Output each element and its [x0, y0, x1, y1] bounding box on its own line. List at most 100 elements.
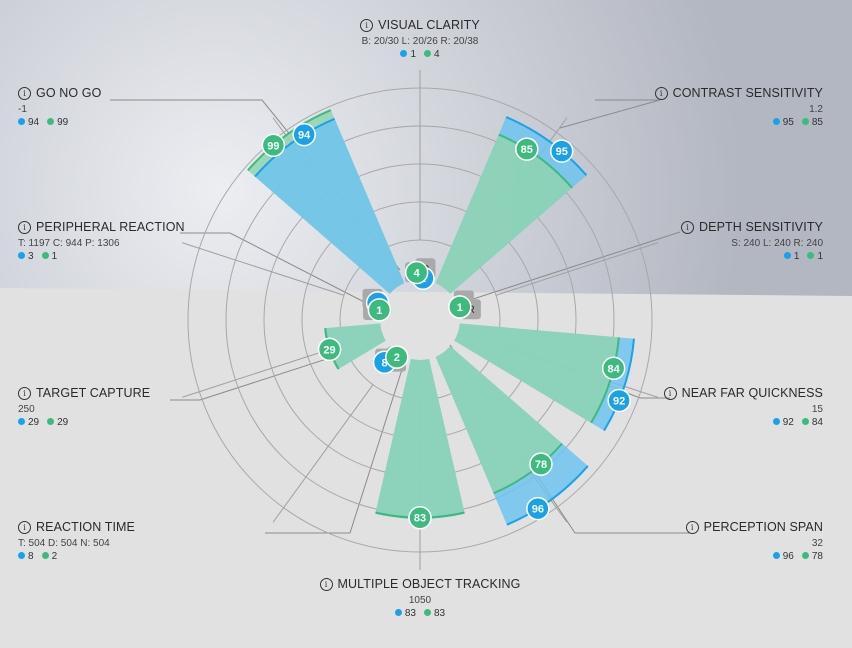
point-label-green: 83	[414, 513, 426, 525]
point-green	[404, 260, 429, 285]
point-green	[261, 133, 286, 158]
category-detail: T: 1197 C: 944 P: 1306	[18, 238, 120, 249]
label-depth-sensitivity[interactable]: i DEPTH SENSITIVITY S: 240 L: 240 R: 240 …	[583, 220, 823, 262]
point-label-green: 85	[521, 144, 533, 156]
blue-dot-icon	[400, 50, 408, 57]
info-icon[interactable]: i	[681, 220, 695, 234]
sector-green	[325, 323, 386, 369]
category-name: PERIPHERAL REACTION	[36, 220, 185, 234]
category-scores: 83 83	[300, 608, 540, 619]
label-visual-clarity[interactable]: i VISUAL CLARITY B: 20/30 L: 20/26 R: 20/…	[300, 18, 540, 60]
score-green: 4	[434, 49, 440, 60]
label-multiple-object-tracking[interactable]: i MULTIPLE OBJECT TRACKING 1050 83 83	[300, 577, 540, 619]
blue-dot-icon	[772, 418, 780, 425]
info-icon[interactable]: i	[18, 520, 31, 534]
category-name: NEAR FAR QUICKNESS	[681, 386, 823, 400]
score-blue: 1	[410, 49, 416, 60]
category-detail: S: 240 L: 240 R: 240	[731, 238, 823, 249]
point-label-green: 1	[457, 302, 463, 314]
sector-green	[454, 323, 619, 423]
label-perception-span[interactable]: i PERCEPTION SPAN 32 96 78	[583, 520, 823, 562]
label-near-far-quickness[interactable]: i NEAR FAR QUICKNESS 15 92 84	[583, 386, 823, 428]
score-green: 29	[57, 417, 69, 428]
point-green	[448, 295, 472, 319]
category-scores: 92 84	[583, 417, 823, 428]
chart-sectors	[247, 109, 635, 526]
sector-green	[435, 134, 573, 294]
leader-line	[265, 359, 406, 534]
leader-line	[559, 99, 661, 129]
info-icon[interactable]: i	[319, 577, 333, 591]
point-label-green: 99	[267, 140, 279, 152]
point-label-blue: 8	[381, 357, 387, 369]
category-detail: 250	[18, 404, 35, 415]
label-target-capture[interactable]: i TARGET CAPTURE 250 29 29	[18, 386, 258, 428]
info-icon[interactable]: i	[18, 220, 31, 234]
label-contrast-sensitivity[interactable]: i CONTRAST SENSITIVITY 1.2 95 85	[583, 86, 823, 128]
score-green: 83	[434, 608, 446, 619]
category-scores: 94 99	[18, 117, 258, 128]
category-detail: -1	[18, 104, 27, 115]
category-scores: 29 29	[18, 417, 258, 428]
green-dot-icon	[424, 609, 431, 616]
info-icon[interactable]: i	[685, 520, 699, 534]
green-dot-icon	[41, 252, 49, 259]
sector-green	[375, 358, 465, 518]
point-blue	[526, 496, 550, 521]
blue-dot-icon	[772, 118, 780, 125]
category-detail: T: 504 D: 504 N: 504	[18, 538, 110, 549]
category-scores: 95 85	[583, 117, 823, 128]
green-dot-icon	[47, 118, 55, 125]
info-icon[interactable]: i	[18, 86, 31, 100]
category-detail: 1050	[408, 595, 432, 606]
point-label-blue: 94	[298, 130, 311, 142]
info-icon[interactable]: i	[18, 386, 31, 400]
label-peripheral-reaction[interactable]: i PERIPHERAL REACTION T: 1197 C: 944 P: 1…	[18, 220, 258, 262]
sector-blue	[255, 118, 405, 294]
category-name: VISUAL CLARITY	[378, 18, 480, 32]
arc-blue	[603, 338, 635, 432]
point-label-blue: 95	[556, 146, 568, 158]
arc-blue	[506, 465, 589, 526]
point-green	[385, 345, 409, 369]
blue-dot-icon	[18, 118, 25, 125]
point-label-green: 78	[535, 459, 547, 471]
info-icon[interactable]: i	[360, 18, 374, 32]
point-blue	[607, 388, 631, 413]
blue-dot-icon	[18, 252, 25, 259]
green-dot-icon	[41, 552, 49, 559]
arc-green	[498, 133, 573, 189]
point-label-green: 2	[394, 352, 400, 364]
green-dot-icon	[424, 50, 431, 57]
point-label-green: 29	[323, 344, 335, 356]
green-dot-icon	[801, 418, 809, 425]
grid-spoke	[182, 242, 345, 296]
score-green: 78	[811, 551, 823, 562]
point-blue	[549, 139, 574, 163]
arc-blue	[505, 116, 588, 176]
score-blue: 3	[28, 251, 34, 262]
score-blue: 83	[404, 608, 416, 619]
category-name: PERCEPTION SPAN	[703, 520, 823, 534]
blue-dot-icon	[394, 609, 402, 616]
blue-dot-icon	[18, 552, 25, 559]
info-icon[interactable]: i	[663, 386, 677, 400]
chart-points: 14958511928496788383822929319499	[261, 122, 631, 530]
label-go-no-go[interactable]: i GO NO GO -1 94 99	[18, 86, 258, 128]
score-blue: 1	[793, 251, 800, 262]
score-green: 1	[51, 251, 58, 262]
info-icon[interactable]: i	[654, 86, 668, 100]
category-name: TARGET CAPTURE	[36, 386, 151, 400]
score-blue: 96	[782, 551, 794, 562]
leader-line	[180, 232, 371, 306]
blue-dot-icon	[783, 252, 791, 259]
category-detail: 15	[811, 404, 823, 415]
score-green: 84	[811, 417, 823, 428]
point-label-blue: 96	[532, 504, 544, 516]
category-name: GO NO GO	[36, 86, 102, 100]
score-blue: 92	[782, 417, 794, 428]
